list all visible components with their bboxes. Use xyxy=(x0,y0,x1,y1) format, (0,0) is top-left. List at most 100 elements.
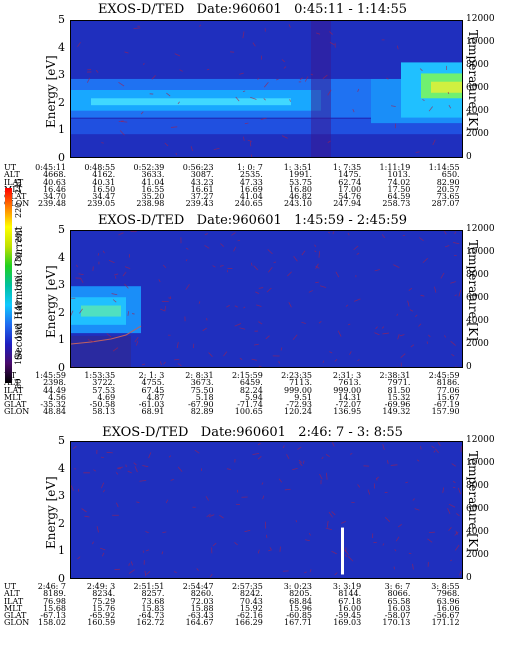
temperature-tick-label: 0 xyxy=(466,152,472,162)
orbit-value: 1: 3:51 xyxy=(283,163,312,172)
ion-band-core xyxy=(81,305,121,317)
panel-1-ylabel: Energy [eV] xyxy=(44,55,58,128)
temperature-tick-label: 0 xyxy=(466,573,472,583)
orbit-value: 158.02 xyxy=(38,618,66,628)
orbit-value: 3722. xyxy=(92,378,116,388)
orbit-value: 136.95 xyxy=(333,407,362,417)
orbit-value: 17.00 xyxy=(338,184,362,194)
orbit-value: 2535. xyxy=(239,170,263,180)
orbit-value: 46.82 xyxy=(289,192,312,202)
temperature-tick-label: 4000 xyxy=(466,316,489,326)
orbit-value: 2:57:35 xyxy=(231,582,263,591)
orbit-value: -64.73 xyxy=(138,611,165,621)
orbit-row-label: GLON xyxy=(4,618,30,628)
temperature-tick-label: 2000 xyxy=(466,550,489,560)
temperature-tick-label: 4000 xyxy=(466,106,489,116)
orbit-value: 15.32 xyxy=(387,392,411,402)
orbit-value: 1991. xyxy=(289,170,312,180)
energy-tick-label: 3 xyxy=(58,489,65,503)
noise-speckles xyxy=(77,24,452,157)
orbit-value: 2:45:59 xyxy=(428,371,460,380)
orbit-value: 16.80 xyxy=(289,184,312,194)
orbit-value: 3087. xyxy=(190,170,214,180)
orbit-value: 67.45 xyxy=(141,385,165,395)
orbit-value: 3: 8:55 xyxy=(431,582,460,591)
orbit-value: 170.13 xyxy=(382,618,411,628)
orbit-value: 169.03 xyxy=(333,618,362,628)
temperature-tick-label: 8000 xyxy=(466,60,489,70)
orbit-value: 16.00 xyxy=(338,603,362,613)
orbit-value: 999.00 xyxy=(284,385,312,395)
orbit-value: 2:15:59 xyxy=(231,371,263,380)
orbit-value: 4.69 xyxy=(97,392,116,402)
orbit-value: 1013. xyxy=(387,170,411,180)
orbit-value: 16.50 xyxy=(92,184,116,194)
orbit-value: 4162. xyxy=(92,170,116,180)
orbit-row-label: ALT xyxy=(4,170,20,180)
orbit-value: 3673. xyxy=(190,378,214,388)
orbit-value: 35.20 xyxy=(141,192,165,202)
colorbar xyxy=(5,188,12,383)
orbit-row-label: MLT xyxy=(4,392,23,402)
orbit-value: 34.47 xyxy=(92,192,116,202)
energy-tick-label: 1 xyxy=(58,544,65,558)
energy-tick-label: 5 xyxy=(58,223,65,236)
temperature-tick-label: 2000 xyxy=(466,129,489,139)
orbit-value: -71.74 xyxy=(237,400,263,410)
orbit-value: 44.49 xyxy=(43,385,66,395)
orbit-row-label: GLON xyxy=(4,407,30,417)
orbit-value: 239.43 xyxy=(185,199,214,209)
orbit-value: 68.84 xyxy=(289,596,312,606)
orbit-value: -63.43 xyxy=(187,611,214,621)
colorbar-tick-label: 240 xyxy=(14,178,23,194)
orbit-value: 76.98 xyxy=(43,596,66,606)
orbit-value: 58.13 xyxy=(92,407,116,417)
orbit-value: 162.72 xyxy=(136,618,165,628)
temperature-tick-label: 12000 xyxy=(466,435,495,445)
orbit-value: 4668. xyxy=(43,170,66,180)
temperature-tick-label: 6000 xyxy=(466,83,489,93)
orbit-value: 37.27 xyxy=(190,192,214,202)
orbit-value: 157.90 xyxy=(431,407,460,417)
orbit-value: -62.16 xyxy=(237,611,263,621)
temperature-tick-label: 10000 xyxy=(466,37,495,47)
panel-1-spectrogram xyxy=(70,20,463,158)
panel-2-ylabel: Energy [eV] xyxy=(44,265,58,338)
energy-tick-label: 3 xyxy=(58,278,65,292)
energy-tick-label: 4 xyxy=(58,250,65,264)
orbit-value: 0:45:11 xyxy=(35,163,66,172)
orbit-value: -67.13 xyxy=(40,611,66,621)
orbit-value: 1475. xyxy=(338,170,362,180)
panel-2-title: EXOS-D/TED Date:960601 1:45:59 - 2:45:59 xyxy=(97,213,408,228)
orbit-value: 7613. xyxy=(338,378,362,388)
disturbance-streak xyxy=(311,21,331,157)
orbit-value: 2398. xyxy=(43,378,66,388)
energy-tick-label: 5 xyxy=(58,434,65,447)
orbit-row-label: ILAT xyxy=(4,177,24,187)
orbit-value: -35.32 xyxy=(40,400,66,410)
orbit-row-label: MLT xyxy=(4,603,23,613)
spike-streak xyxy=(341,527,344,575)
low-energy-band xyxy=(71,335,131,367)
orbit-value: 15.92 xyxy=(239,603,263,613)
temperature-tick-label: 4000 xyxy=(466,527,489,537)
orbit-value: 0:56:23 xyxy=(182,163,214,172)
orbit-value: 72.03 xyxy=(190,596,214,606)
orbit-value: 53.75 xyxy=(289,177,312,187)
orbit-row-label: GLAT xyxy=(4,192,27,202)
orbit-value: 82.90 xyxy=(436,177,460,187)
orbit-value: -69.96 xyxy=(384,400,411,410)
orbit-value: 16.03 xyxy=(387,603,411,613)
orbit-value: 166.29 xyxy=(234,618,263,628)
noise-speckles xyxy=(71,231,462,367)
orbit-value: 120.24 xyxy=(284,407,312,417)
orbit-value: 239.05 xyxy=(87,199,116,209)
orbit-value: 247.94 xyxy=(333,199,362,209)
orbit-value: 8257. xyxy=(141,589,165,599)
energy-tick-label: 4 xyxy=(58,40,65,54)
energy-tick-label: 0 xyxy=(58,361,65,374)
temperature-tick-label: 6000 xyxy=(466,293,489,303)
temperature-tick-label: 6000 xyxy=(466,504,489,514)
orbit-value: 2:46: 7 xyxy=(37,582,66,591)
orbit-value: 75.50 xyxy=(190,385,214,395)
